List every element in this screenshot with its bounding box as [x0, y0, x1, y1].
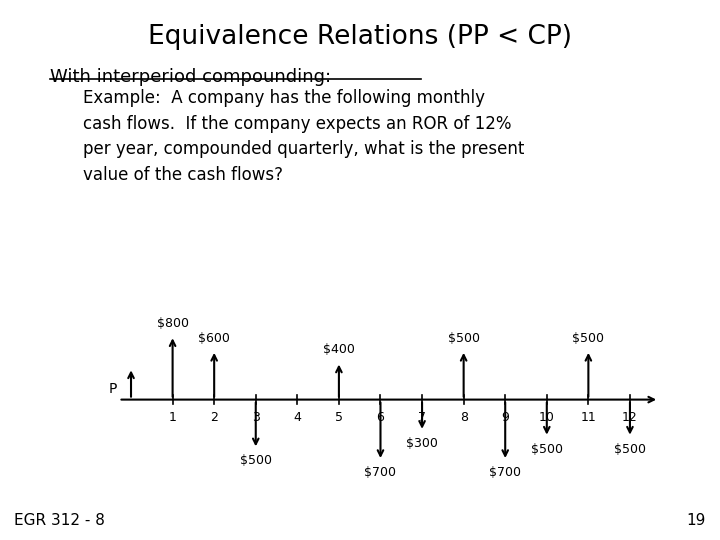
Text: 1: 1 [168, 411, 176, 424]
Text: 11: 11 [580, 411, 596, 424]
Text: P: P [108, 382, 117, 396]
Text: 3: 3 [252, 411, 260, 424]
Text: 19: 19 [686, 513, 706, 528]
Text: Example:  A company has the following monthly
cash flows.  If the company expect: Example: A company has the following mon… [83, 89, 524, 184]
Text: 7: 7 [418, 411, 426, 424]
Text: Equivalence Relations (PP < CP): Equivalence Relations (PP < CP) [148, 24, 572, 50]
Text: $400: $400 [323, 343, 355, 356]
Text: With interperiod compounding:: With interperiod compounding: [50, 68, 331, 85]
Text: $500: $500 [572, 332, 604, 345]
Text: $600: $600 [198, 332, 230, 345]
Text: $800: $800 [156, 317, 189, 330]
Text: $500: $500 [448, 332, 480, 345]
Text: 10: 10 [539, 411, 554, 424]
Text: $700: $700 [364, 466, 397, 479]
Text: EGR 312 - 8: EGR 312 - 8 [14, 513, 105, 528]
Text: 2: 2 [210, 411, 218, 424]
Text: $300: $300 [406, 437, 438, 450]
Text: 4: 4 [293, 411, 301, 424]
Text: 9: 9 [501, 411, 509, 424]
Text: $500: $500 [614, 443, 646, 456]
Text: $500: $500 [531, 443, 563, 456]
Text: $700: $700 [489, 466, 521, 479]
Text: 5: 5 [335, 411, 343, 424]
Text: 8: 8 [459, 411, 467, 424]
Text: 6: 6 [377, 411, 384, 424]
Text: $500: $500 [240, 455, 271, 468]
Text: 12: 12 [622, 411, 638, 424]
